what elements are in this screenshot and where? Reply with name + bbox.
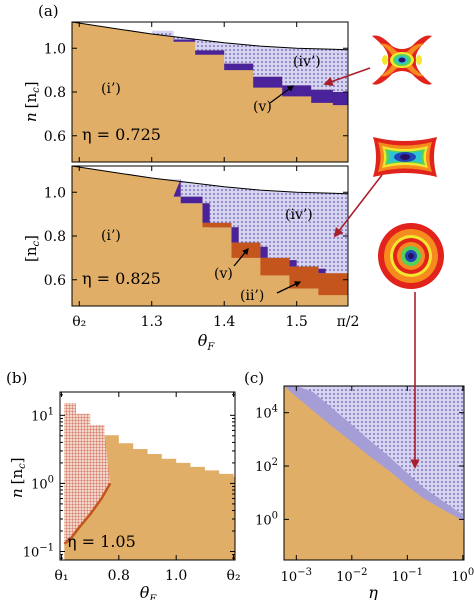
rectangular-density-inset (373, 137, 437, 177)
region-label-v-bottom: (v) (214, 266, 233, 282)
xtick-label: 1.0 (165, 568, 187, 584)
region-label-v: (v) (253, 99, 272, 115)
xtick-label: 100 (451, 567, 474, 585)
ytick-label: 0.6 (44, 273, 66, 289)
ylabel-a-bottom: [nc] (22, 235, 42, 262)
ii-pointer-arrow-bottom (276, 281, 302, 294)
ytick-label: 0.8 (44, 85, 66, 101)
x-shaped-density-inset (372, 35, 432, 85)
ytick-label: 1.0 (44, 41, 66, 57)
region-fill-v (173, 30, 348, 106)
panel-b-plot: 10−1 100 101 θ₁ 0.8 1.0 θ₂ η = 1.05 (23, 391, 241, 584)
ylabel-b: n[nc] (8, 457, 28, 498)
panel-a-bottom-plot: 0.6 0.8 1.0 θ₂ 1.3 1.4 1.5 π/2 (i’) (iv’) (v) (… (44, 165, 360, 330)
ytick-label: 100 (255, 510, 278, 528)
pointer-arrow-x-inset (323, 67, 371, 86)
panel-label-c: (c) (244, 369, 264, 387)
ytick-label: 101 (31, 406, 54, 424)
xtick-label: θ₁ (54, 568, 68, 584)
xtick-label: θ₂ (72, 314, 86, 330)
ytick-label: 1.0 (44, 185, 66, 201)
panel-label-a: (a) (38, 2, 59, 20)
xtick-label: 0.8 (108, 568, 130, 584)
ring-density-inset (378, 223, 444, 289)
xtick-label: π/2 (337, 314, 360, 330)
region-fill-red-hatch (64, 403, 111, 559)
ytick-label: 100 (31, 474, 54, 492)
region-fill-orange (284, 386, 464, 560)
ylabel-a-top: n[nc] (22, 81, 42, 122)
region-fill-outside (72, 22, 348, 50)
xtick-label: 1.4 (213, 314, 235, 330)
xtick-label: 10−1 (392, 567, 423, 585)
region-label-iv-bottom: (iv’) (285, 207, 313, 223)
region-fill-outside (72, 166, 348, 194)
eta-label-b: η = 1.05 (67, 532, 136, 551)
region-label-ii-bottom: (ii’) (240, 288, 264, 304)
panel-label-b: (b) (6, 369, 27, 387)
red-boundary-line (63, 482, 112, 545)
xtick-label: 10−3 (281, 567, 312, 585)
ytick-label: 0.6 (44, 129, 66, 145)
xtick-label: 1.3 (141, 314, 163, 330)
region-label-i: (i’) (101, 81, 121, 97)
panel-c-plot: 100 102 104 10−3 10−2 10−1 100 (255, 385, 474, 585)
panel-a-top-plot: 0.6 0.8 1.0 (i’) (iv’) (v) η = 0.725 (44, 21, 349, 163)
upper-boundary-curve (71, 21, 349, 51)
xlabel-b: θF (140, 583, 158, 600)
region-label-iv: (iv’) (293, 54, 321, 70)
xlabel-a: θF (198, 331, 216, 353)
ytick-label: 10−1 (23, 542, 54, 560)
eta-label-a-bottom: η = 0.825 (82, 269, 161, 288)
region-fill-ii (202, 196, 348, 298)
v-pointer-arrow-bottom (233, 247, 249, 267)
eta-label-a-top: η = 0.725 (82, 125, 161, 144)
ytick-label: 0.8 (44, 229, 66, 245)
xtick-label: 1.5 (286, 314, 308, 330)
upper-boundary-curve (71, 165, 349, 195)
xtick-label: θ₂ (227, 568, 241, 584)
xlabel-c: η (368, 583, 378, 600)
ytick-label: 102 (255, 457, 278, 475)
region-label-i-bottom: (i’) (101, 228, 121, 244)
pointer-arrow-rect-inset (333, 174, 383, 238)
xtick-label: 10−2 (336, 567, 367, 585)
region-fill-iv (151, 30, 348, 92)
region-fill-orange (64, 403, 235, 560)
v-pointer-arrow (269, 85, 295, 104)
ytick-label: 104 (255, 404, 278, 422)
region-fill-v (173, 179, 348, 276)
